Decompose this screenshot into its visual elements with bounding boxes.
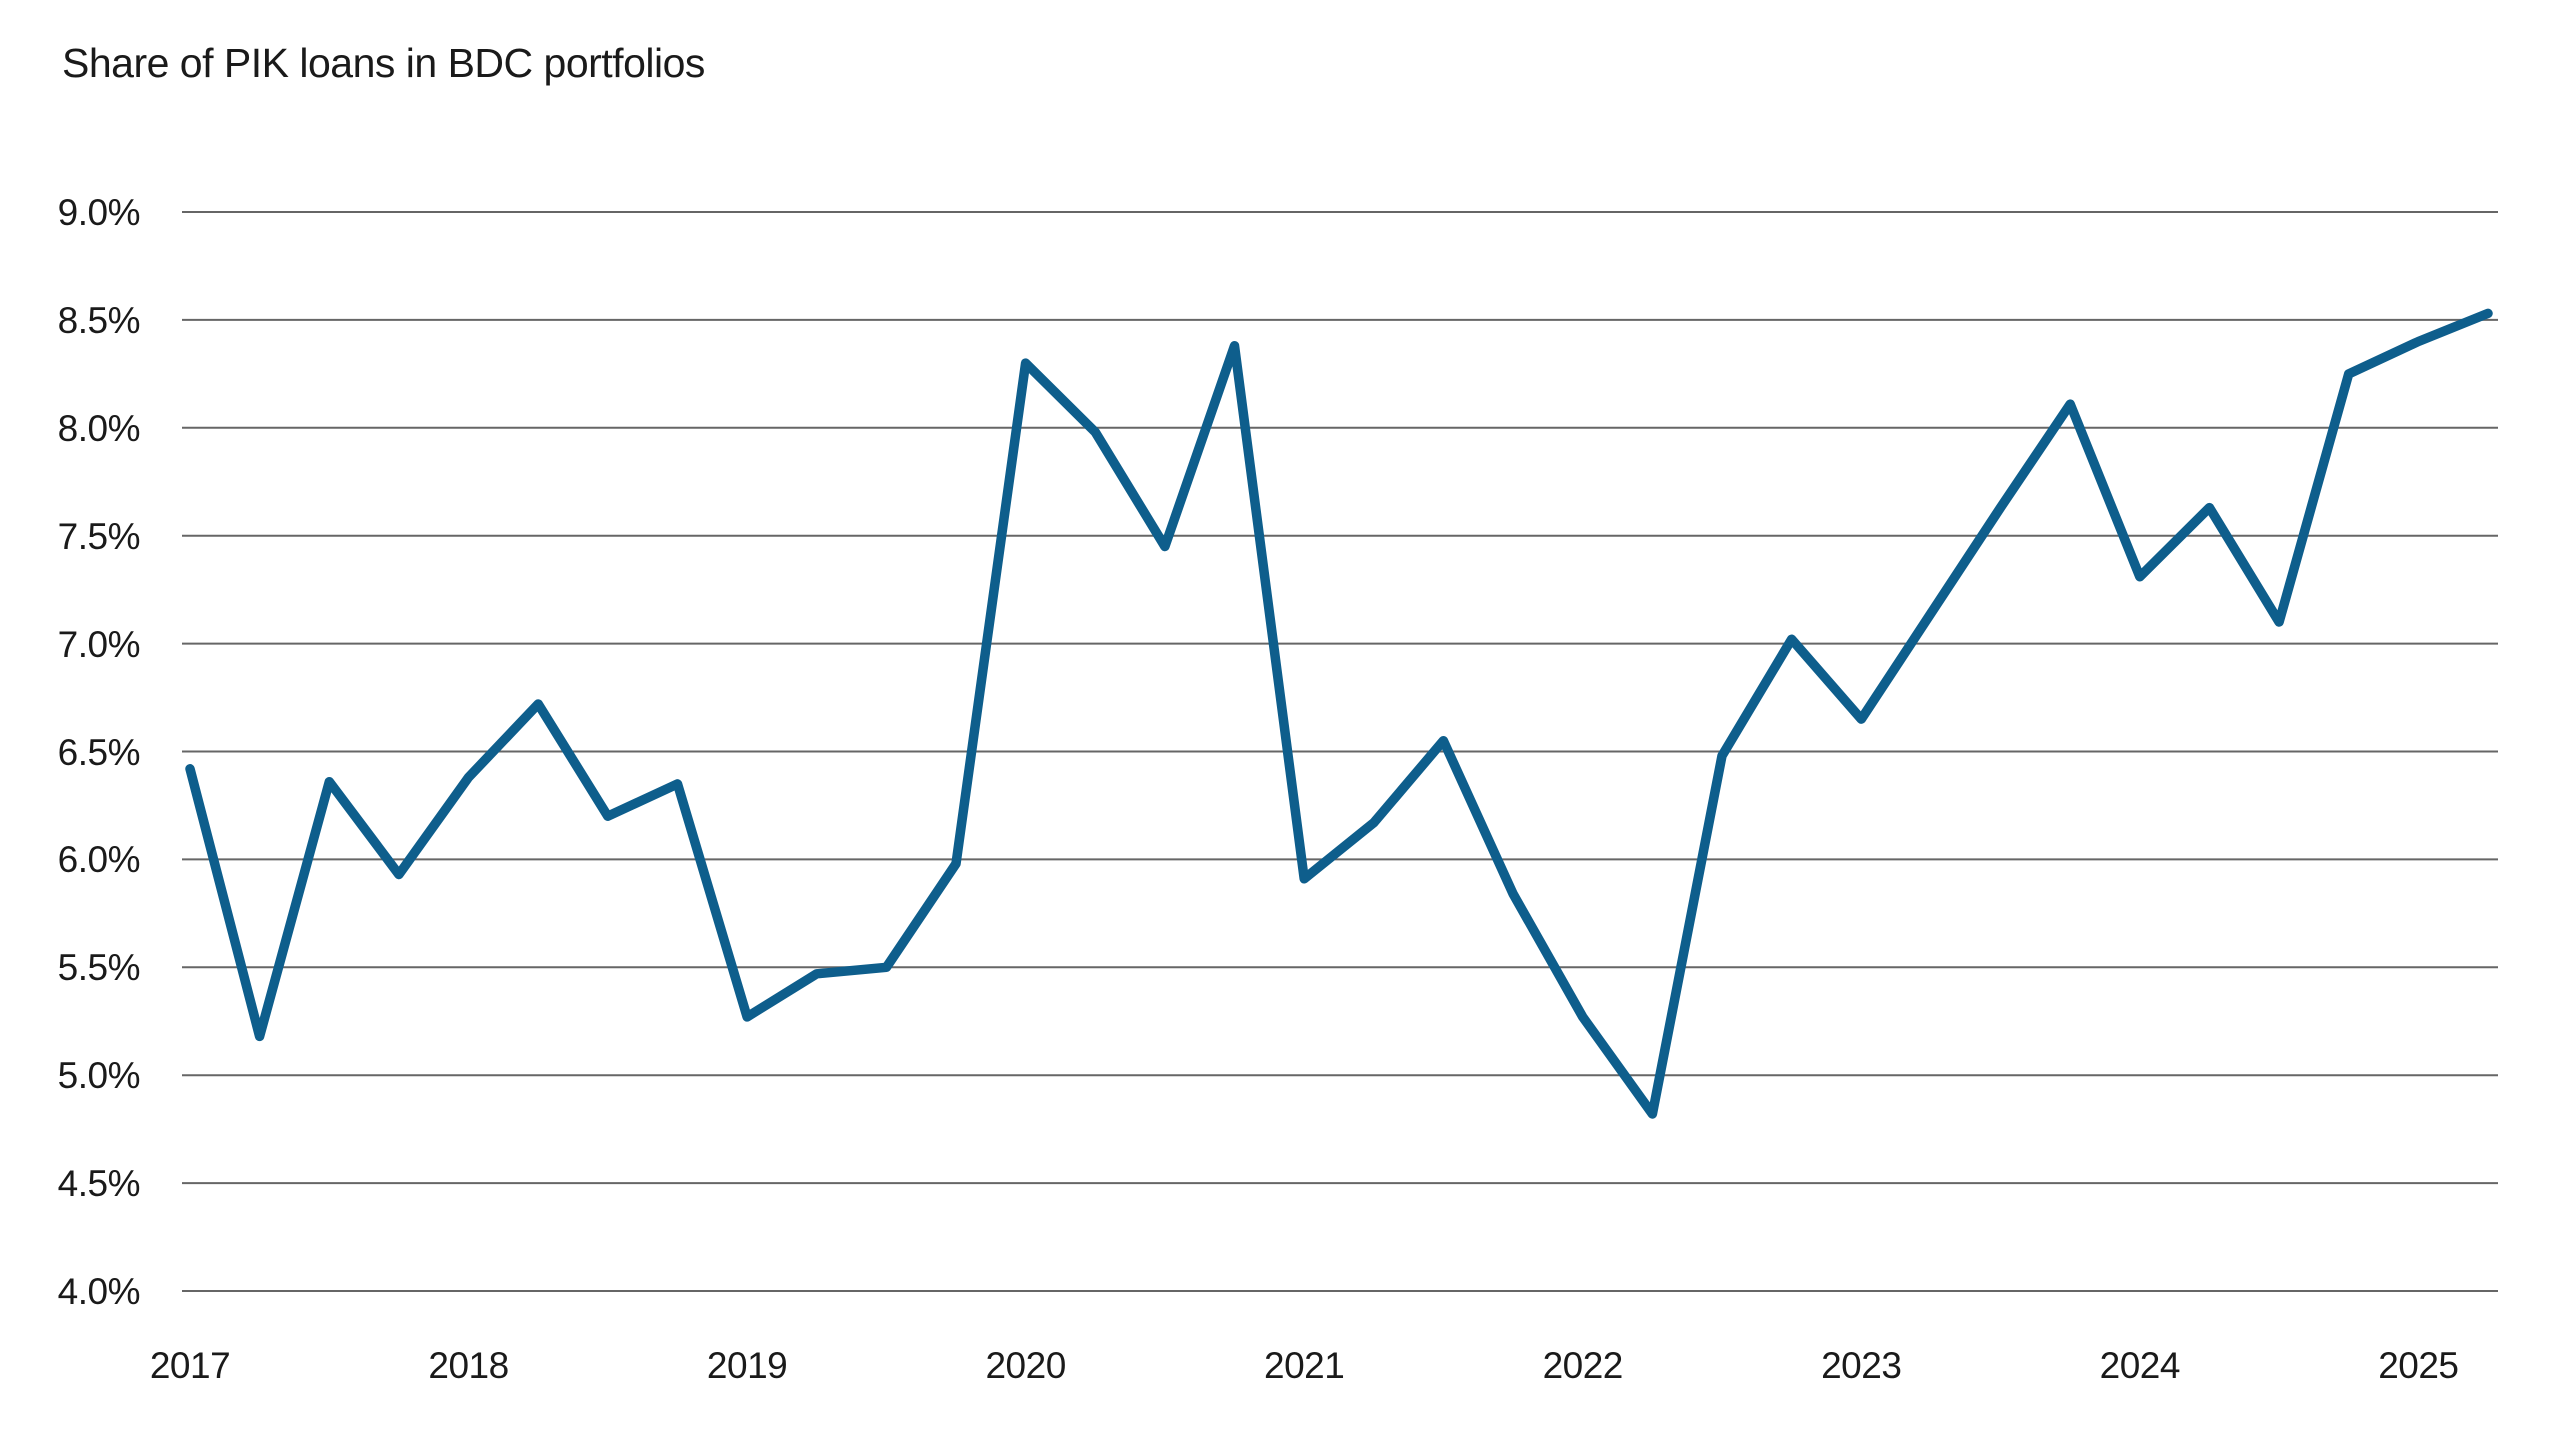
x-axis-tick-label: 2022 [1542,1345,1624,1386]
y-axis-tick-label: 6.0% [57,839,141,881]
y-axis-tick-label: 4.5% [57,1163,141,1205]
y-axis-tick-label: 6.5% [57,731,141,773]
y-axis-tick-label: 8.0% [57,407,141,449]
y-axis-tick-label: 7.0% [57,623,141,665]
x-axis-tick-label: 2019 [706,1345,788,1386]
y-axis-tick-label: 9.0% [57,192,141,233]
x-axis-tick-label: 2021 [1264,1345,1345,1386]
chart-title: Share of PIK loans in BDC portfolios [62,40,705,86]
y-axis-tick-label: 7.5% [57,515,141,557]
y-axis-tick-label: 5.5% [57,947,141,989]
y-axis-tick-label: 5.0% [57,1055,141,1097]
pik-share-trend-line [185,308,2493,1119]
y-axis-tick-label: 4.0% [57,1271,141,1312]
x-axis-tick-label: 2023 [1821,1345,1902,1386]
y-axis-tick-label: 8.5% [57,299,141,341]
x-axis-tick-label: 2024 [2099,1345,2181,1386]
x-axis-tick-label: 2018 [428,1345,509,1386]
x-axis-tick-label: 2025 [2378,1345,2459,1386]
x-axis-tick-label: 2017 [149,1345,231,1386]
x-axis-tick-label: 2020 [985,1345,1066,1386]
